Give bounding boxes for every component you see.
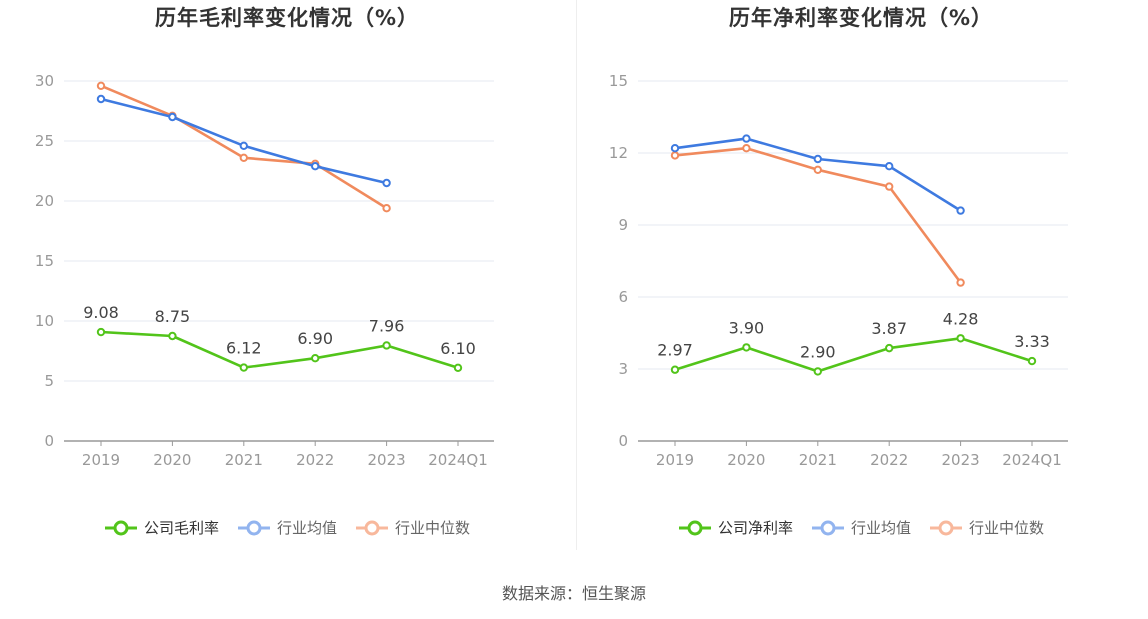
legend-label: 行业中位数 bbox=[395, 519, 471, 537]
y-tick-label: 0 bbox=[618, 432, 628, 450]
y-tick-label: 15 bbox=[609, 72, 628, 90]
legend-marker-industry-median bbox=[930, 520, 962, 535]
data-point-industry-median bbox=[96, 81, 106, 91]
legend-label: 公司净利率 bbox=[717, 519, 793, 537]
data-point-industry-median bbox=[742, 144, 751, 153]
data-point-company bbox=[453, 363, 463, 372]
legend-item-industry-median[interactable]: 行业中位数 bbox=[929, 517, 1044, 538]
data-point-company bbox=[382, 341, 391, 350]
data-point-industry-median bbox=[382, 204, 391, 213]
data-point-industry-median bbox=[239, 153, 249, 163]
x-tick-label: 2020 bbox=[727, 451, 765, 469]
legend-marker-industry-median bbox=[356, 520, 388, 535]
chart-title: 历年净利率变化情况（%） bbox=[728, 6, 994, 30]
series-line-company bbox=[674, 337, 1033, 373]
y-tick-label: 10 bbox=[35, 312, 54, 330]
y-tick-label: 9 bbox=[618, 216, 628, 234]
data-label: 2.97 bbox=[657, 341, 693, 360]
data-label: 9.08 bbox=[83, 303, 119, 322]
y-tick-label: 15 bbox=[35, 252, 54, 270]
data-point-company bbox=[956, 334, 965, 343]
data-point-industry-median bbox=[670, 151, 680, 160]
data-label: 3.90 bbox=[729, 318, 765, 337]
data-point-company bbox=[813, 367, 823, 376]
data-label: 6.10 bbox=[440, 339, 476, 358]
data-point-company bbox=[1027, 356, 1037, 366]
legend-item-industry-median[interactable]: 行业中位数 bbox=[355, 517, 470, 538]
data-point-industry-median bbox=[956, 278, 965, 287]
data-source-note: 数据来源：恒生聚源 bbox=[501, 584, 646, 603]
data-point-company bbox=[742, 343, 751, 352]
data-label: 7.96 bbox=[369, 316, 405, 335]
legend-label: 行业中位数 bbox=[969, 519, 1045, 537]
net-margin-plot: 0 3 6 9 12 15 2019 2020 2021 2022 2023 2024Q1 2.97 3.… bbox=[609, 72, 1068, 469]
data-label: 3.87 bbox=[871, 319, 907, 338]
data-label: 8.75 bbox=[155, 307, 191, 326]
series-line-industry-avg bbox=[674, 137, 962, 212]
data-label: 6.90 bbox=[297, 329, 333, 348]
data-point-industry-avg bbox=[168, 112, 177, 122]
data-point-industry-median bbox=[885, 182, 894, 191]
data-point-industry-avg bbox=[96, 94, 106, 104]
y-tick-label: 3 bbox=[618, 360, 628, 378]
legend-marker-industry-avg bbox=[237, 520, 270, 535]
gross-margin-plot: 0 5 10 15 20 25 30 2019 2020 2021 2022 2023 2024Q1 9.… bbox=[35, 72, 494, 469]
data-label: 6.12 bbox=[226, 339, 262, 358]
legend: 公司毛利率 行业均值 行业中位数 bbox=[0, 517, 574, 538]
data-point-industry-avg bbox=[742, 134, 751, 143]
data-point-company bbox=[96, 327, 106, 337]
y-tick-label: 12 bbox=[609, 144, 628, 162]
x-tick-label: 2023 bbox=[942, 451, 980, 469]
legend-item-company[interactable]: 公司毛利率 bbox=[104, 517, 219, 538]
y-tick-label: 30 bbox=[35, 72, 54, 90]
x-tick-label: 2020 bbox=[153, 451, 191, 469]
x-tick-label: 2023 bbox=[368, 451, 406, 469]
y-tick-label: 0 bbox=[44, 432, 54, 450]
data-point-company bbox=[239, 363, 249, 372]
data-point-company bbox=[168, 331, 177, 341]
legend-label: 公司毛利率 bbox=[143, 519, 219, 537]
data-point-industry-avg bbox=[311, 162, 320, 171]
x-tick-label: 2024Q1 bbox=[428, 451, 488, 469]
y-tick-label: 5 bbox=[44, 372, 54, 390]
x-tick-label: 2022 bbox=[296, 451, 334, 469]
x-tick-label: 2021 bbox=[225, 451, 263, 469]
data-point-industry-avg bbox=[382, 178, 391, 188]
data-point-industry-avg bbox=[239, 141, 249, 151]
legend-item-company[interactable]: 公司净利率 bbox=[678, 517, 793, 538]
gross-margin-chart: 历年毛利率变化情况（%） 0 5 10 15 20 25 30 2019 2020 2021 202… bbox=[0, 0, 574, 560]
legend-marker-company bbox=[678, 520, 711, 535]
series-line-company bbox=[100, 330, 459, 370]
data-point-company bbox=[311, 354, 320, 363]
x-tick-label: 2022 bbox=[870, 451, 908, 469]
x-tick-label: 2019 bbox=[82, 451, 120, 469]
legend: 公司净利率 行业均值 行业中位数 bbox=[574, 517, 1148, 538]
data-point-industry-avg bbox=[885, 162, 894, 171]
data-point-industry-avg bbox=[956, 206, 965, 215]
data-label: 4.28 bbox=[943, 309, 979, 328]
panel-divider bbox=[576, 0, 577, 550]
y-tick-label: 25 bbox=[35, 132, 54, 150]
legend-item-industry-avg[interactable]: 行业均值 bbox=[811, 517, 911, 538]
legend-item-industry-avg[interactable]: 行业均值 bbox=[237, 517, 337, 538]
legend-label: 行业均值 bbox=[850, 519, 911, 537]
net-margin-chart: 历年净利率变化情况（%） 0 3 6 9 12 15 2019 2020 2021 2022 202… bbox=[574, 0, 1148, 560]
x-tick-label: 2021 bbox=[799, 451, 837, 469]
y-tick-label: 20 bbox=[35, 192, 54, 210]
x-tick-label: 2019 bbox=[656, 451, 694, 469]
legend-label: 行业均值 bbox=[276, 519, 337, 537]
chart-title: 历年毛利率变化情况（%） bbox=[154, 6, 420, 30]
data-point-industry-avg bbox=[670, 144, 680, 153]
y-tick-label: 6 bbox=[618, 288, 628, 306]
data-label: 3.33 bbox=[1014, 332, 1050, 351]
x-tick-label: 2024Q1 bbox=[1002, 451, 1062, 469]
data-point-company bbox=[885, 343, 894, 353]
data-point-company bbox=[670, 365, 680, 374]
legend-marker-industry-avg bbox=[811, 520, 844, 535]
data-point-industry-avg bbox=[813, 154, 823, 164]
data-label: 2.90 bbox=[800, 342, 836, 361]
data-point-industry-median bbox=[813, 165, 823, 175]
legend-marker-company bbox=[104, 520, 137, 535]
